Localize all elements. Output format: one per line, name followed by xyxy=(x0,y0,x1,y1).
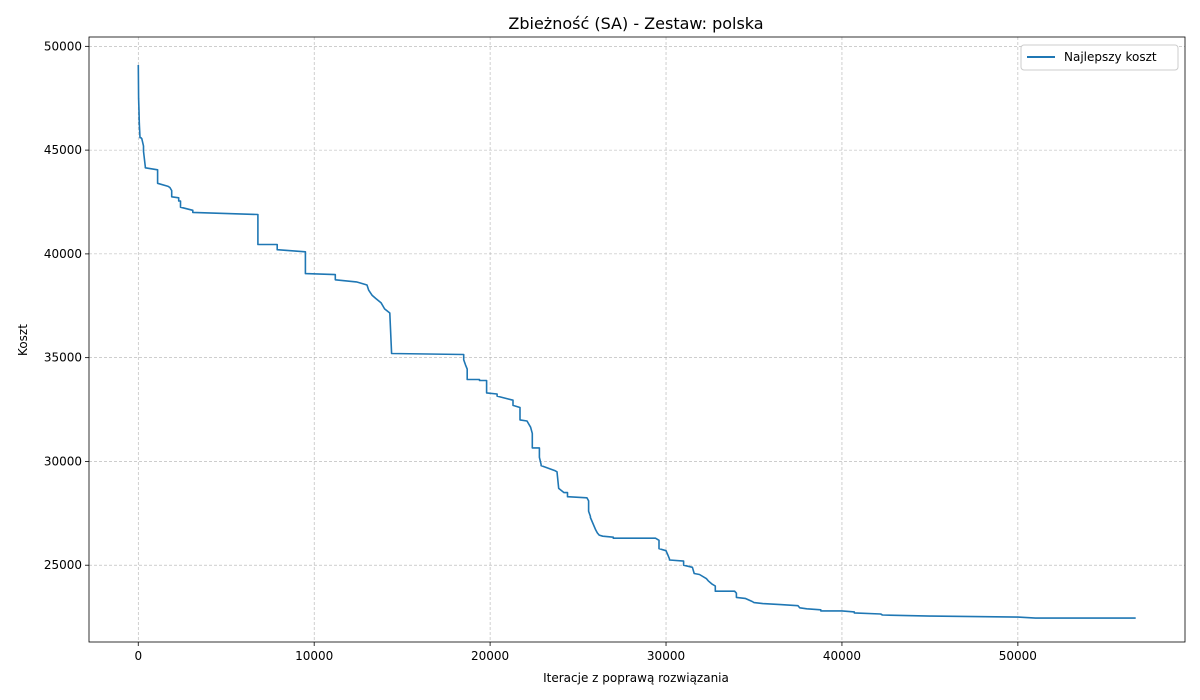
plot-frame xyxy=(88,36,1186,643)
series-layer xyxy=(137,64,1136,619)
x-axis-label: Iteracje z poprawą rozwiązania xyxy=(543,671,729,685)
x-tick-label: 50000 xyxy=(999,649,1037,663)
x-tick-label: 40000 xyxy=(823,649,861,663)
y-tick-label: 50000 xyxy=(44,39,82,53)
y-axis-label: Koszt xyxy=(16,324,30,356)
y-tick-label: 35000 xyxy=(44,351,82,365)
y-tick-label: 40000 xyxy=(44,247,82,261)
legend-label: Najlepszy koszt xyxy=(1064,50,1157,64)
chart-title: Zbieżność (SA) - Zestaw: polska xyxy=(508,14,763,33)
y-tick-label: 25000 xyxy=(44,558,82,572)
x-tick-label: 20000 xyxy=(471,649,509,663)
y-tick-label: 30000 xyxy=(44,454,82,468)
series-line-najlepszy-koszt xyxy=(137,64,1136,619)
x-tick-label: 30000 xyxy=(647,649,685,663)
x-tick-label: 10000 xyxy=(295,649,333,663)
legend: Najlepszy koszt xyxy=(1020,44,1179,71)
x-tick-label: 0 xyxy=(134,649,142,663)
y-tick-label: 45000 xyxy=(44,143,82,157)
legend-box xyxy=(1020,44,1179,71)
ticks: 0 10000 20000 30000 40000 50000 25000 30000 3500… xyxy=(44,39,1037,663)
grid xyxy=(89,37,1185,642)
